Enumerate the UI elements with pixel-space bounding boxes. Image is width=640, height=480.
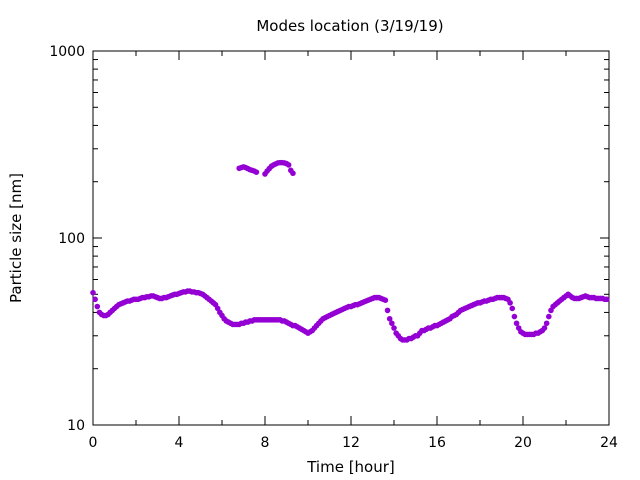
x-tick-label: 8 [261,435,270,451]
data-point [290,170,296,177]
y-tick-label: 10 [67,418,85,434]
data-point [92,296,98,303]
data-point [509,305,516,312]
y-axis-title: Particle size [nm] [7,173,25,303]
x-tick-label: 4 [175,435,184,451]
data-point [513,320,520,327]
x-tick-label: 16 [428,435,446,451]
y-tick-label: 100 [58,231,85,247]
data-point [541,325,548,331]
axis-ticks: 0 4 8 12 16 20 24 10 100 1000 [49,44,618,451]
data-point [382,297,389,303]
y-tick-label: 1000 [49,44,85,60]
x-axis-title: Time [hour] [306,458,395,476]
x-tick-label: 0 [89,435,98,451]
data-point [546,313,552,320]
data-point [543,320,550,327]
data-point [384,307,391,314]
data-point [511,313,518,320]
x-tick-label: 24 [600,435,618,451]
data-points [90,159,610,343]
x-tick-label: 20 [514,435,532,451]
data-point [94,303,101,310]
data-point [389,320,395,327]
data-point [391,325,397,331]
plot-frame [92,50,610,426]
data-point [507,300,513,306]
data-point [90,289,96,296]
chart-title: Modes location (3/19/19) [256,17,443,35]
data-point [285,162,292,168]
x-tick-label: 12 [342,435,360,451]
data-point [253,169,260,175]
data-point [386,315,393,322]
data-point [604,296,610,303]
